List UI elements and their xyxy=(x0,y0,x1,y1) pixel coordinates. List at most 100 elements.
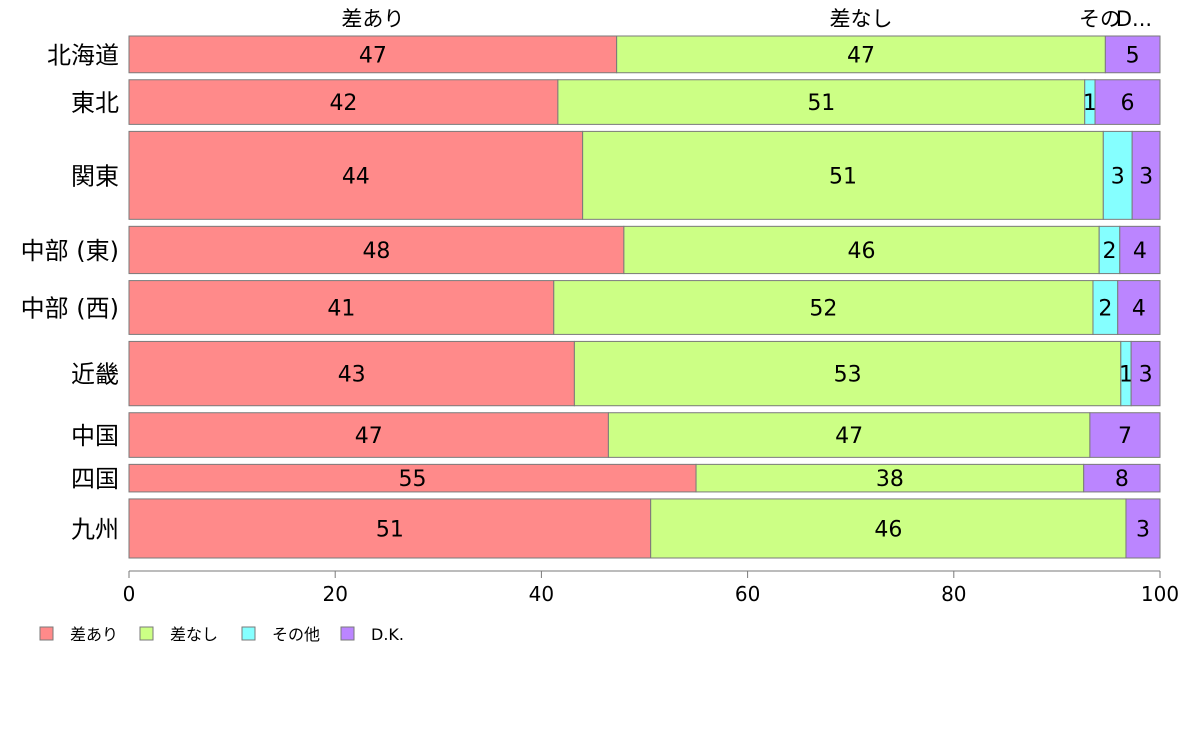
category-label: 九州 xyxy=(71,515,119,543)
bar-value-label: 7 xyxy=(1118,424,1132,449)
bar-row: 51 46 3 xyxy=(128,498,1161,559)
bar-value-label: 53 xyxy=(834,363,862,388)
top-series-label: 差あり xyxy=(341,7,404,31)
bar-value-label: 52 xyxy=(809,297,837,322)
category-label: 中部 (東) xyxy=(21,237,119,265)
bar-segment xyxy=(1083,463,1161,493)
legend-swatch xyxy=(340,626,355,641)
x-tick-label: 100 xyxy=(1141,582,1179,606)
legend-label: D.K. xyxy=(371,625,404,644)
bar-segment xyxy=(607,412,1091,458)
x-tick-label: 60 xyxy=(735,582,760,606)
bar-segment xyxy=(1104,35,1161,74)
bar-value-label: 47 xyxy=(355,424,383,449)
bar-segment xyxy=(1092,280,1119,335)
category-label: 中国 xyxy=(71,422,119,450)
bar-row: 48 46 2 4 xyxy=(128,225,1161,275)
bars-group: 47 47 542 51 1 644 51 3 348 46 2 441 52 2 443 53 1 347 47 7… xyxy=(128,35,1161,559)
bar-value-label: 4 xyxy=(1133,239,1147,264)
bar-segment xyxy=(128,130,584,220)
bar-value-label: 3 xyxy=(1139,164,1153,189)
bar-value-label: 3 xyxy=(1111,164,1125,189)
x-axis: 0 20 40 60 80 100 xyxy=(123,570,1179,606)
bar-value-label: 2 xyxy=(1098,297,1112,322)
category-label: 北海道 xyxy=(47,41,119,69)
bar-value-label: 51 xyxy=(829,164,857,189)
bar-segment xyxy=(1119,225,1161,275)
category-label: 関東 xyxy=(71,162,119,190)
x-tick-label: 20 xyxy=(322,582,347,606)
bar-value-label: 43 xyxy=(338,363,366,388)
bar-segment xyxy=(553,280,1094,335)
bar-value-label: 51 xyxy=(376,517,404,542)
bar-value-label: 1 xyxy=(1119,363,1133,388)
bar-value-label: 6 xyxy=(1121,91,1135,116)
bar-value-label: 38 xyxy=(876,467,904,492)
bar-value-label: 4 xyxy=(1132,297,1146,322)
legend-label: その他 xyxy=(272,625,320,644)
bar-value-label: 47 xyxy=(835,424,863,449)
legend-item: その他 xyxy=(241,625,320,644)
bar-value-label: 47 xyxy=(847,43,875,68)
bar-value-label: 3 xyxy=(1139,363,1153,388)
legend-swatch xyxy=(139,626,154,641)
bar-value-label: 1 xyxy=(1083,91,1097,116)
category-label: 中部 (西) xyxy=(21,295,119,323)
bar-segment xyxy=(1094,79,1161,125)
bar-value-label: 44 xyxy=(342,164,370,189)
x-tick-label: 0 xyxy=(123,582,136,606)
bar-segment xyxy=(1125,498,1161,559)
bar-value-label: 3 xyxy=(1136,517,1150,542)
bar-segment xyxy=(128,79,559,125)
legend-swatch xyxy=(39,626,54,641)
bar-segment xyxy=(582,130,1104,220)
bar-segment xyxy=(128,35,618,74)
bar-segment xyxy=(573,340,1122,407)
bar-value-label: 5 xyxy=(1126,43,1140,68)
bar-value-label: 8 xyxy=(1115,467,1129,492)
bar-row: 47 47 5 xyxy=(128,35,1161,74)
bar-segment xyxy=(623,225,1100,275)
bar-value-label: 51 xyxy=(807,91,835,116)
legend-item: D.K. xyxy=(340,625,404,644)
bar-value-label: 42 xyxy=(329,91,357,116)
x-tick-label: 40 xyxy=(529,582,554,606)
bar-row: 55 38 8 xyxy=(128,463,1161,493)
category-label: 東北 xyxy=(71,89,119,117)
bar-row: 47 47 7 xyxy=(128,412,1161,458)
bar-segment xyxy=(1131,130,1161,220)
bar-segment xyxy=(1102,130,1133,220)
legend-label: 差なし xyxy=(170,625,218,644)
legend-item: 差なし xyxy=(139,625,218,644)
bar-segment xyxy=(557,79,1086,125)
bar-segment xyxy=(128,225,625,275)
x-tick-label: 80 xyxy=(941,582,966,606)
bar-value-label: 2 xyxy=(1102,239,1116,264)
bar-segment xyxy=(616,35,1106,74)
top-series-label: 差なし xyxy=(830,7,893,31)
bar-segment xyxy=(128,412,609,458)
category-label: 近畿 xyxy=(71,361,119,389)
bar-segment xyxy=(1089,412,1161,458)
top-series-label: その xyxy=(1079,7,1121,31)
category-label: 四国 xyxy=(71,465,119,493)
bar-value-label: 46 xyxy=(874,517,902,542)
bar-segment xyxy=(128,498,652,559)
legend: 差あり 差なし その他 D.K. xyxy=(39,625,404,644)
bar-value-label: 47 xyxy=(359,43,387,68)
bar-segment xyxy=(1117,280,1161,335)
bar-segment xyxy=(1130,340,1161,407)
legend-label: 差あり xyxy=(70,625,118,644)
bar-row: 44 51 3 3 xyxy=(128,130,1161,220)
bar-row: 43 53 1 3 xyxy=(128,340,1161,407)
bar-row: 42 51 1 6 xyxy=(128,79,1161,125)
bar-value-label: 48 xyxy=(362,239,390,264)
bar-segment xyxy=(128,463,697,493)
bar-segment xyxy=(128,280,555,335)
top-category-labels: 差あり 差なし そのD... xyxy=(341,7,1152,31)
legend-item: 差あり xyxy=(39,625,118,644)
bar-value-label: 41 xyxy=(327,297,355,322)
bar-segment xyxy=(650,498,1127,559)
